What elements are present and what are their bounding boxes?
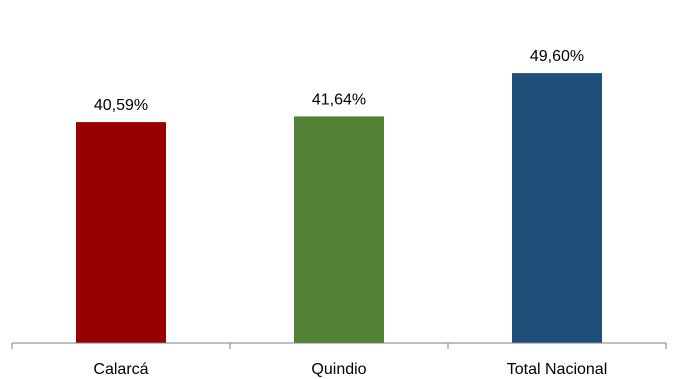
category-label-2: Quindio xyxy=(311,361,366,378)
data-label-2: 41,64% xyxy=(312,91,366,108)
bar-2 xyxy=(294,116,384,343)
category-label-3: Total Nacional xyxy=(507,361,608,378)
category-labels-group: Calarcá Quindio Total Nacional xyxy=(93,361,607,378)
data-label-1: 40,59% xyxy=(94,97,148,114)
bar-1 xyxy=(76,122,166,344)
bars-group xyxy=(76,73,602,344)
bar-3 xyxy=(512,73,602,344)
data-label-3: 49,60% xyxy=(530,48,584,65)
category-label-1: Calarcá xyxy=(93,361,148,378)
x-axis-ticks xyxy=(11,343,667,349)
value-labels-group: 40,59% 41,64% 49,60% xyxy=(94,48,584,114)
